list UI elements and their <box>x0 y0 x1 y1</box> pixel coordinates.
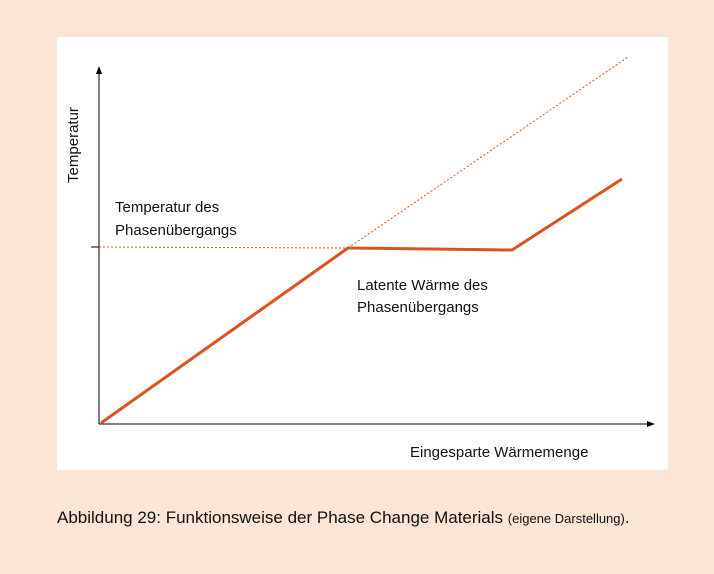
y-axis-label: Temperatur <box>65 107 82 183</box>
dashed-line <box>347 56 629 249</box>
annotation: Phasenübergangs <box>115 222 237 239</box>
annotation: Latente Wärme des <box>357 277 488 294</box>
panel <box>57 37 668 470</box>
temperature-curve <box>100 177 623 425</box>
x-axis-label: Eingesparte Wärmemenge <box>410 444 588 461</box>
diagram: Temperatur Eingesparte Wärmemenge Temper… <box>57 37 668 470</box>
annotation: Phasenübergangs <box>357 299 479 316</box>
caption-note: (eigene Darstellung) <box>507 511 625 526</box>
annotation: Temperatur des <box>115 199 219 216</box>
caption-text: Abbildung 29: Funktionsweise der Phase C… <box>57 508 504 527</box>
dashed-line <box>98 246 349 249</box>
caption: Abbildung 29: Funktionsweise der Phase C… <box>57 506 668 530</box>
caption-end: . <box>624 508 630 527</box>
